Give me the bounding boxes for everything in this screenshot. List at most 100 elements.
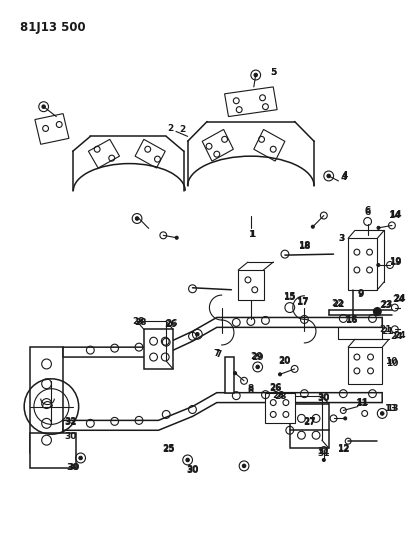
Circle shape [254,73,257,77]
Text: 26: 26 [164,320,176,329]
Text: 2: 2 [167,124,173,133]
Text: 29: 29 [252,352,264,361]
Text: 15: 15 [283,292,295,301]
Circle shape [377,227,380,229]
Text: 30: 30 [187,465,199,474]
Bar [225,357,234,393]
Text: 28: 28 [133,317,145,326]
Circle shape [175,236,178,239]
Text: 27: 27 [303,417,316,426]
Text: 28: 28 [135,318,147,327]
Polygon shape [30,347,63,453]
Polygon shape [63,393,382,430]
Text: 4: 4 [340,173,346,182]
Circle shape [403,328,406,331]
Polygon shape [63,318,382,357]
Circle shape [344,417,347,420]
Text: 24: 24 [393,331,406,340]
Text: 18: 18 [298,241,310,250]
Text: 20: 20 [278,356,290,365]
Text: 3: 3 [338,234,344,243]
Text: 31: 31 [317,449,330,457]
Text: 10: 10 [386,359,398,368]
Polygon shape [135,139,165,168]
Text: 6: 6 [364,208,371,217]
Text: 5: 5 [270,68,276,77]
Polygon shape [30,433,76,468]
Text: 26: 26 [269,383,281,392]
Text: 5: 5 [270,68,276,77]
Text: 22: 22 [331,299,344,308]
Text: 12: 12 [337,445,350,454]
Circle shape [79,456,82,460]
Text: 13: 13 [386,404,398,413]
Circle shape [42,105,45,108]
Text: 7: 7 [216,350,222,359]
Text: 28: 28 [272,391,284,400]
Text: 16: 16 [345,315,357,324]
Circle shape [279,373,281,376]
Polygon shape [338,319,382,339]
Text: 32: 32 [65,418,77,427]
Text: 12: 12 [337,443,350,453]
Circle shape [186,458,189,462]
Text: 16: 16 [345,316,357,325]
Text: 8: 8 [248,386,254,395]
Text: 26: 26 [165,319,178,328]
Text: 25: 25 [162,445,174,454]
Circle shape [380,411,384,415]
Text: 30: 30 [67,463,80,472]
Text: 28: 28 [274,392,286,401]
Text: 19: 19 [389,257,401,266]
Text: 19: 19 [389,256,402,265]
Text: 3: 3 [338,234,344,243]
Text: 14: 14 [389,210,402,219]
Text: 8: 8 [248,384,254,393]
Text: 4: 4 [342,172,348,181]
Circle shape [243,464,246,467]
Text: 25: 25 [162,443,174,453]
Text: 30: 30 [187,466,199,475]
Text: 13: 13 [384,404,396,413]
Text: 30: 30 [318,394,330,403]
Circle shape [377,263,380,266]
Circle shape [373,308,381,316]
Text: 21: 21 [381,327,393,336]
Polygon shape [35,114,69,144]
Text: 9: 9 [357,289,364,298]
Polygon shape [238,270,263,300]
Text: 31: 31 [317,447,330,456]
Polygon shape [88,139,119,168]
Text: 14: 14 [388,211,400,220]
Text: 7: 7 [213,349,220,358]
Circle shape [196,333,199,336]
Text: 23: 23 [380,300,392,309]
Text: 29: 29 [250,352,263,360]
Text: 17: 17 [296,297,309,306]
Text: 11: 11 [355,399,367,408]
Text: 9: 9 [357,290,364,299]
Polygon shape [225,87,277,117]
Text: 20: 20 [279,357,291,366]
Text: 6: 6 [364,206,371,215]
Circle shape [234,372,236,375]
Polygon shape [202,130,234,161]
Text: 24: 24 [391,332,403,341]
Text: 10: 10 [385,357,397,366]
Text: 15: 15 [283,293,296,302]
Polygon shape [265,393,294,423]
Circle shape [135,217,139,220]
Polygon shape [290,403,329,448]
Circle shape [322,458,325,462]
Text: 22: 22 [332,300,345,309]
Polygon shape [348,238,378,290]
Circle shape [327,174,330,177]
Text: 2: 2 [180,125,186,134]
Polygon shape [254,130,285,161]
Polygon shape [348,347,382,384]
Text: 24: 24 [393,294,406,303]
Text: 26: 26 [269,384,281,393]
Text: 30: 30 [67,463,79,472]
Text: 81J13 500: 81J13 500 [20,21,86,34]
Text: 11: 11 [357,398,369,407]
